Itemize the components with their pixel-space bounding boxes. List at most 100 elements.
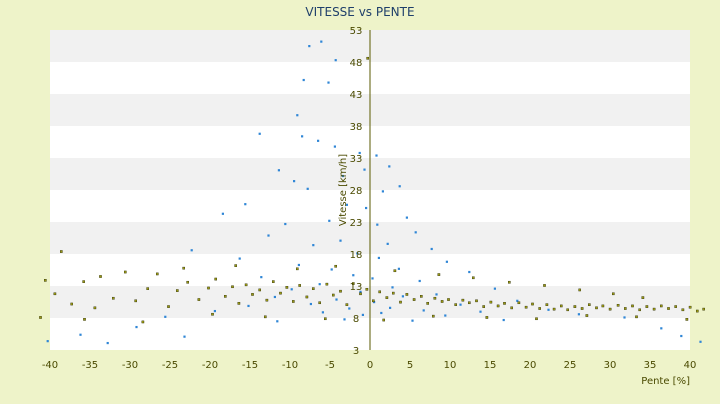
data-point xyxy=(324,317,327,321)
data-point xyxy=(339,289,342,293)
data-point xyxy=(538,307,541,310)
data-point xyxy=(376,223,379,226)
data-point xyxy=(334,264,338,268)
data-point xyxy=(616,304,620,307)
data-point xyxy=(296,114,299,117)
data-point xyxy=(608,307,612,311)
data-point xyxy=(318,301,322,305)
data-point xyxy=(330,268,333,271)
data-point xyxy=(358,151,361,155)
data-point xyxy=(175,289,179,292)
data-point xyxy=(211,312,214,316)
data-point xyxy=(93,306,97,310)
data-point xyxy=(468,301,471,305)
data-point xyxy=(688,305,692,309)
data-point xyxy=(612,292,615,296)
data-point xyxy=(496,304,500,308)
x-axis-ticks: -40 -35 -30 -25 -20 -15 -10 -5 0 5 10 15 20 25 30 35 40 xyxy=(42,360,697,371)
data-point xyxy=(635,315,638,319)
data-point xyxy=(285,286,289,289)
data-point xyxy=(333,145,336,148)
x-tick-label: -10 xyxy=(282,360,298,371)
data-point xyxy=(312,287,315,290)
data-point xyxy=(267,234,270,237)
data-point xyxy=(422,309,425,312)
data-point xyxy=(183,335,186,338)
data-point xyxy=(46,340,49,343)
data-point xyxy=(325,282,329,286)
y-tick-label: 43 xyxy=(350,90,363,101)
data-point xyxy=(641,296,645,299)
data-point xyxy=(385,296,389,299)
data-point xyxy=(375,154,378,157)
data-point xyxy=(251,293,254,296)
data-point xyxy=(279,291,282,295)
data-point xyxy=(588,303,591,306)
data-point xyxy=(265,298,269,302)
data-point xyxy=(377,256,380,260)
data-point xyxy=(247,304,250,308)
data-point xyxy=(405,216,408,219)
data-point xyxy=(517,301,521,305)
y-tick-label: 8 xyxy=(353,314,359,325)
data-point xyxy=(305,295,309,299)
data-point xyxy=(134,299,138,303)
data-point xyxy=(82,280,85,283)
data-point xyxy=(638,308,641,312)
data-point xyxy=(135,325,138,329)
x-tick-label: 10 xyxy=(444,360,457,371)
data-point xyxy=(155,272,159,276)
data-point xyxy=(231,285,234,289)
data-point xyxy=(545,303,549,306)
data-point xyxy=(660,327,663,330)
data-point xyxy=(273,295,276,299)
data-point xyxy=(468,270,471,274)
data-point xyxy=(258,132,261,135)
data-point xyxy=(276,320,279,323)
data-point xyxy=(447,298,450,301)
data-point xyxy=(601,304,605,308)
data-point xyxy=(343,318,346,321)
data-point xyxy=(284,222,287,226)
data-point xyxy=(317,139,320,142)
data-point xyxy=(380,311,383,315)
data-point xyxy=(53,292,57,296)
data-point xyxy=(459,303,462,306)
data-point xyxy=(296,267,299,271)
data-point xyxy=(111,296,115,300)
data-point xyxy=(334,59,337,62)
data-point xyxy=(328,219,331,222)
y-tick-label: 53 xyxy=(350,26,363,37)
y-tick-label: 18 xyxy=(350,250,363,261)
y-tick-label: 33 xyxy=(350,154,363,165)
data-point xyxy=(503,302,506,305)
data-point xyxy=(141,320,145,324)
x-axis-label: Pente [%] xyxy=(641,376,690,387)
data-point xyxy=(308,45,311,48)
data-point xyxy=(359,292,362,296)
data-point xyxy=(660,304,663,308)
data-point xyxy=(401,295,404,298)
data-point xyxy=(479,310,482,313)
data-point xyxy=(386,242,389,245)
data-point xyxy=(411,319,414,322)
data-point xyxy=(412,298,416,301)
data-point xyxy=(475,299,478,303)
data-point xyxy=(461,298,465,302)
data-point xyxy=(577,313,580,316)
data-point xyxy=(332,293,335,297)
data-point xyxy=(371,277,374,280)
data-point xyxy=(146,287,150,290)
data-point xyxy=(531,302,534,306)
data-point xyxy=(223,295,227,298)
data-point xyxy=(397,267,400,270)
chart-title: VITESSE vs PENTE xyxy=(305,5,414,19)
data-point xyxy=(339,239,342,242)
data-point xyxy=(667,307,670,310)
data-point xyxy=(312,244,315,247)
data-point xyxy=(290,288,293,291)
data-point xyxy=(566,308,569,312)
data-point xyxy=(190,249,193,252)
data-point xyxy=(164,315,167,318)
